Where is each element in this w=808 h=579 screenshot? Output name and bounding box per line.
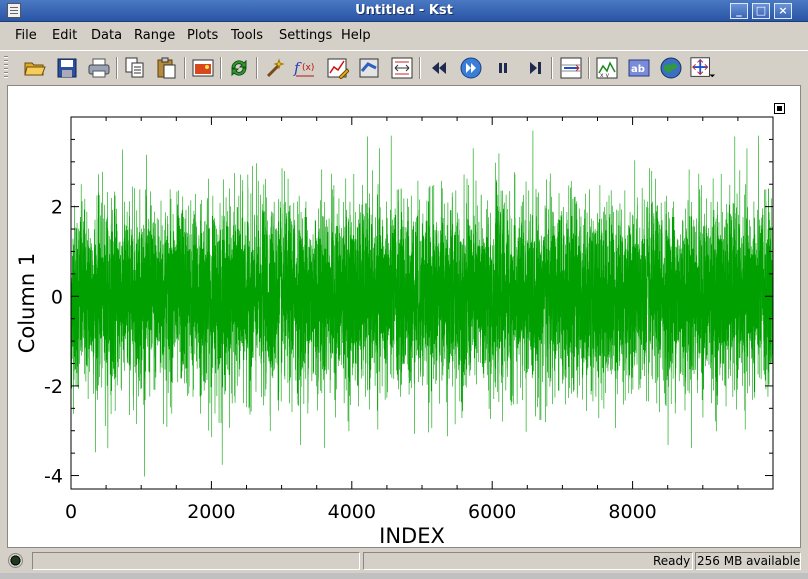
toolbar-separator	[588, 57, 590, 79]
menu-bar: File Edit Data Range Plots Tools Setting…	[0, 24, 808, 48]
series-line	[70, 130, 774, 477]
x-tick-label: 0	[65, 501, 77, 523]
y-tick-label: 2	[51, 197, 63, 219]
desktop-background	[0, 573, 808, 579]
status-message-cell	[363, 552, 693, 570]
status-bar: Ready 256 MB available	[0, 549, 808, 573]
edit-data-icon[interactable]	[357, 55, 383, 81]
x-axis-label: INDEX	[379, 524, 445, 548]
save-icon[interactable]	[54, 55, 80, 81]
status-text: Ready	[653, 554, 691, 568]
window-title: Untitled - Kst	[355, 3, 453, 18]
equation-icon[interactable]: f (x)	[292, 55, 318, 81]
menu-range[interactable]: Range	[134, 28, 176, 43]
toolbar-separator	[220, 57, 222, 79]
export-image-icon[interactable]	[190, 55, 216, 81]
x-tick-label: 6000	[468, 501, 516, 523]
toolbar-separator	[184, 57, 186, 79]
menu-tools[interactable]: Tools	[231, 28, 264, 43]
toolbar-separator	[419, 57, 421, 79]
x-tick-label: 2000	[187, 501, 235, 523]
label-icon[interactable]: ab	[626, 55, 652, 81]
menu-file[interactable]: File	[15, 28, 37, 43]
next-icon[interactable]	[522, 55, 548, 81]
menu-data[interactable]: Data	[91, 28, 123, 43]
toolbar-separator	[256, 57, 258, 79]
advance-icon[interactable]	[458, 55, 484, 81]
toolbar-separator	[116, 57, 118, 79]
menu-edit[interactable]: Edit	[52, 28, 78, 43]
status-memory: 256 MB available	[697, 554, 801, 568]
plot-dialog-icon[interactable]	[325, 55, 351, 81]
toolbar-separator	[551, 57, 553, 79]
copy-icon[interactable]	[122, 55, 148, 81]
xy-mode-icon[interactable]: x y	[594, 55, 620, 81]
maximize-button[interactable]: □	[752, 3, 770, 19]
status-memory-cell	[695, 552, 801, 570]
close-button[interactable]: ×	[774, 3, 792, 19]
data-wizard-icon[interactable]	[262, 55, 288, 81]
svg-text:x y: x y	[600, 72, 609, 79]
zoom-window-icon[interactable]	[389, 55, 415, 81]
print-icon[interactable]	[86, 55, 112, 81]
status-led-icon	[8, 553, 23, 568]
menu-plots[interactable]: Plots	[187, 28, 219, 43]
svg-text:ab: ab	[631, 64, 645, 75]
menu-help[interactable]: Help	[341, 28, 371, 43]
svg-text:f: f	[293, 59, 302, 77]
zoom-menu-icon[interactable]	[690, 55, 716, 81]
y-tick-label: -4	[44, 466, 63, 488]
x-tick-label: 8000	[608, 501, 656, 523]
toolbar-grip[interactable]	[4, 56, 8, 80]
reload-icon[interactable]	[226, 55, 252, 81]
status-progress	[32, 552, 360, 570]
plot-window[interactable]: 0 2000 4000 6000 8000 -4 -2 0 2 INDEX Column 1	[7, 85, 801, 548]
image-icon[interactable]	[658, 55, 684, 81]
layout-mode-icon[interactable]	[558, 55, 584, 81]
plot-canvas[interactable]: 0 2000 4000 6000 8000 -4 -2 0 2 INDEX Column 1	[8, 86, 802, 549]
y-tick-label: 0	[51, 286, 63, 308]
y-tick-label: -2	[44, 376, 63, 398]
paste-icon[interactable]	[154, 55, 180, 81]
y-axis-label: Column 1	[15, 253, 39, 353]
minimize-button[interactable]: _	[730, 3, 748, 19]
title-bar[interactable]: Untitled - Kst _ □ ×	[0, 0, 808, 22]
main-toolbar: f (x) x y ab	[0, 50, 808, 84]
svg-text:(x): (x)	[302, 63, 314, 73]
x-tick-label: 4000	[328, 501, 376, 523]
plot-menu-button[interactable]	[774, 103, 785, 114]
app-icon[interactable]	[7, 3, 21, 18]
back-icon[interactable]	[426, 55, 452, 81]
open-icon[interactable]	[22, 55, 48, 81]
menu-settings[interactable]: Settings	[279, 28, 333, 43]
pause-icon[interactable]	[490, 55, 516, 81]
